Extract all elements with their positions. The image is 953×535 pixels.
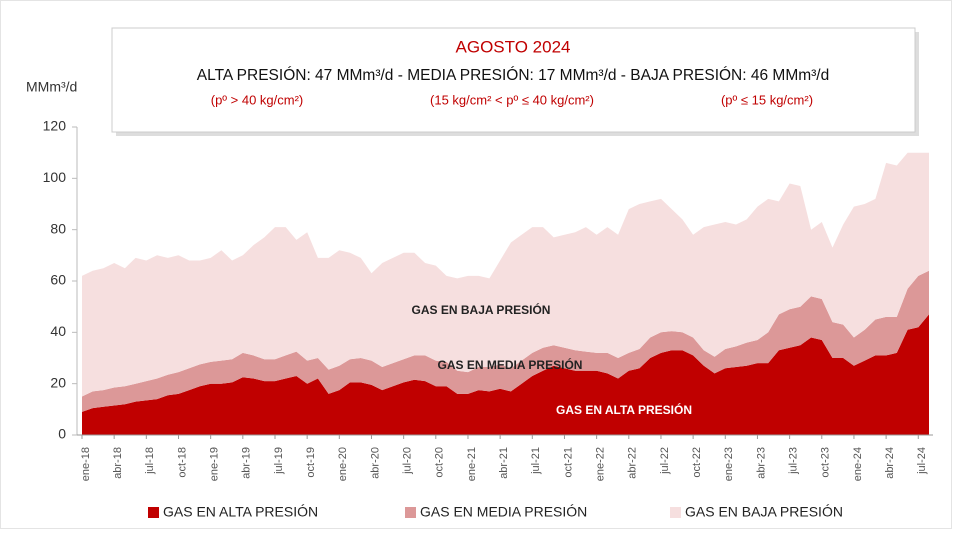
x-tick-label: ene-19 xyxy=(209,447,221,481)
x-tick-label: abr-20 xyxy=(369,447,381,479)
x-tick-label: oct-22 xyxy=(691,447,703,478)
x-tick-label: oct-23 xyxy=(820,447,832,478)
y-tick-label: 100 xyxy=(43,169,67,185)
x-tick-label: oct-18 xyxy=(176,447,188,478)
header-range: (15 kg/cm² < pº ≤ 40 kg/cm²) xyxy=(430,92,594,107)
header-range: (pº > 40 kg/cm²) xyxy=(211,92,304,107)
y-tick-label: 80 xyxy=(50,220,66,236)
legend-swatch xyxy=(148,507,159,518)
header-title: AGOSTO 2024 xyxy=(456,37,571,56)
header-box xyxy=(111,27,916,133)
y-tick-label: 120 xyxy=(43,118,67,134)
x-tick-label: abr-23 xyxy=(755,447,767,479)
x-tick-label: abr-21 xyxy=(498,447,510,479)
area xyxy=(82,314,929,435)
header-summary: ALTA PRESIÓN: 47 MMm³/d - MEDIA PRESIÓN:… xyxy=(197,67,829,84)
x-tick-label: jul-23 xyxy=(788,447,800,475)
legend-label: GAS EN ALTA PRESIÓN xyxy=(163,504,318,520)
y-tick-label: 20 xyxy=(50,374,66,390)
x-tick-label: jul-21 xyxy=(530,447,542,475)
x-tick-label: ene-22 xyxy=(595,447,607,481)
area xyxy=(82,270,929,412)
x-tick-label: oct-19 xyxy=(305,447,317,478)
plot: 0 20 40 60 80 100 120 ene-18 abr-18 jul-18 oct-18 e… xyxy=(43,118,933,481)
x-tick-label: jul-22 xyxy=(659,447,671,475)
x-tick-label: abr-19 xyxy=(241,447,253,479)
x-tick-label: ene-18 xyxy=(80,447,92,481)
legend-label: GAS EN MEDIA PRESIÓN xyxy=(420,504,587,520)
x-tick-label: ene-23 xyxy=(723,447,735,481)
y-tick-label: 0 xyxy=(58,426,66,442)
annotation: GAS EN MEDIA PRESIÓN xyxy=(438,357,583,372)
x-tick-label: abr-18 xyxy=(112,447,124,479)
area xyxy=(82,152,929,397)
legend-swatch xyxy=(670,507,681,518)
x-tick-label: jul-20 xyxy=(402,447,414,475)
legend-swatch xyxy=(405,507,416,518)
y-tick-label: 40 xyxy=(50,323,66,339)
legend-label: GAS EN BAJA PRESIÓN xyxy=(685,504,843,520)
x-tick-label: ene-20 xyxy=(337,447,349,481)
x-tick-label: jul-24 xyxy=(916,447,928,475)
x-tick-label: abr-22 xyxy=(627,447,639,479)
x-tick-label: abr-24 xyxy=(884,447,896,479)
y-axis-label: MMm³/d xyxy=(26,79,77,95)
annotation: GAS EN BAJA PRESIÓN xyxy=(412,302,551,317)
x-tick-label: ene-24 xyxy=(852,447,864,481)
y-tick-label: 60 xyxy=(50,272,66,288)
header-range: (pº ≤ 15 kg/cm²) xyxy=(721,92,813,107)
annotation: GAS EN ALTA PRESIÓN xyxy=(556,402,692,417)
x-tick-label: jul-18 xyxy=(144,447,156,475)
x-tick-label: oct-21 xyxy=(562,447,574,478)
x-tick-label: ene-21 xyxy=(466,447,478,481)
x-tick-label: jul-19 xyxy=(273,447,285,475)
x-tick-label: oct-20 xyxy=(434,447,446,478)
